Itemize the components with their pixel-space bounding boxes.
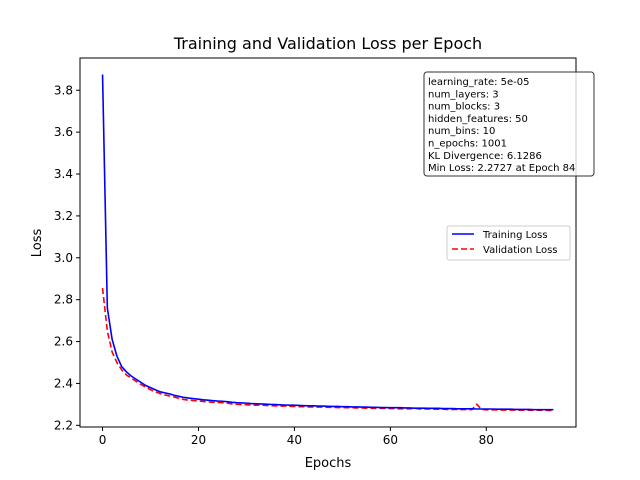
y-tick-label: 2.8 — [54, 293, 73, 307]
y-tick-label: 2.6 — [54, 335, 73, 349]
y-tick-label: 3.0 — [54, 251, 73, 265]
y-tick-label: 3.4 — [54, 167, 73, 181]
x-tick-label: 80 — [479, 433, 494, 447]
y-tick-label: 2.4 — [54, 376, 73, 390]
x-tick-label: 60 — [383, 433, 398, 447]
info-line: num_bins: 10 — [428, 126, 495, 137]
info-line: learning_rate: 5e-05 — [428, 77, 530, 88]
info-line: KL Divergence: 6.1286 — [428, 151, 542, 162]
x-ticks: 0 20 40 60 80 — [99, 427, 494, 447]
y-tick-label: 3.2 — [54, 209, 73, 223]
x-tick-label: 40 — [287, 433, 302, 447]
y-axis-label: Loss — [30, 229, 45, 258]
y-tick-label: 3.8 — [54, 83, 73, 97]
chart-title: Training and Validation Loss per Epoch — [173, 34, 482, 53]
info-line: num_layers: 3 — [428, 89, 499, 100]
info-line: hidden_features: 50 — [428, 114, 528, 125]
legend-frame — [446, 225, 571, 261]
info-box-frame — [423, 71, 595, 177]
training-loss-line — [101, 74, 554, 411]
y-tick-label: 2.2 — [54, 418, 73, 432]
legend: Training Loss Validation Loss — [446, 225, 571, 261]
plot-frame — [79, 57, 577, 428]
x-tick-label: 0 — [99, 433, 107, 447]
info-line: n_epochs: 1001 — [428, 139, 507, 150]
info-line: num_blocks: 3 — [428, 102, 500, 113]
validation-loss-line — [101, 288, 554, 412]
info-line: Min Loss: 2.2727 at Epoch 84 — [428, 163, 575, 174]
y-tick-label: 3.6 — [54, 125, 73, 139]
x-tick-label: 20 — [191, 433, 206, 447]
legend-validation-label: Validation Loss — [483, 245, 558, 256]
y-ticks: 2.2 2.4 2.6 2.8 3.0 3.2 3.4 3.6 3.8 — [54, 83, 80, 432]
x-axis-label: Epochs — [305, 456, 352, 471]
legend-training-label: Training Loss — [482, 230, 548, 241]
plot-lines — [101, 74, 554, 412]
